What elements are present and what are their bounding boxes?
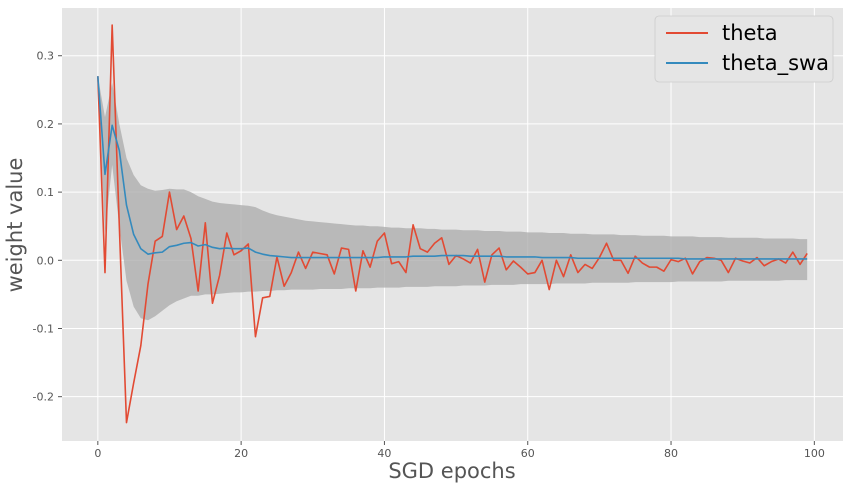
x-axis-ticks: 0 20 40 60 80 100 bbox=[94, 441, 825, 460]
x-axis-title: SGD epochs bbox=[388, 459, 515, 483]
x-tick-label-2: 40 bbox=[377, 447, 391, 460]
x-tick-label-5: 100 bbox=[804, 447, 825, 460]
legend-label-theta: theta bbox=[722, 21, 778, 45]
x-tick-label-4: 80 bbox=[664, 447, 678, 460]
y-tick-label-0: -0.2 bbox=[33, 391, 54, 404]
series-lines bbox=[97, 24, 808, 424]
y-tick-label-3: 0.1 bbox=[37, 186, 55, 199]
y-tick-label-1: -0.1 bbox=[33, 322, 54, 335]
series-line-theta bbox=[97, 24, 808, 424]
y-axis-ticks: -0.2 -0.1 0.0 0.1 0.2 0.3 bbox=[33, 50, 62, 404]
y-axis-title: weight value bbox=[3, 158, 27, 293]
x-tick-label-0: 0 bbox=[94, 447, 101, 460]
std-band-area bbox=[97, 76, 808, 321]
series-line-theta-swa bbox=[97, 76, 808, 260]
y-tick-label-5: 0.3 bbox=[37, 50, 55, 63]
x-tick-label-1: 20 bbox=[234, 447, 248, 460]
y-tick-label-4: 0.2 bbox=[37, 118, 55, 131]
legend-label-theta-swa: theta_swa bbox=[722, 51, 829, 76]
y-tick-label-2: 0.0 bbox=[37, 254, 55, 267]
x-tick-label-3: 60 bbox=[521, 447, 535, 460]
std-band bbox=[97, 76, 808, 321]
legend: theta theta_swa bbox=[654, 15, 834, 83]
